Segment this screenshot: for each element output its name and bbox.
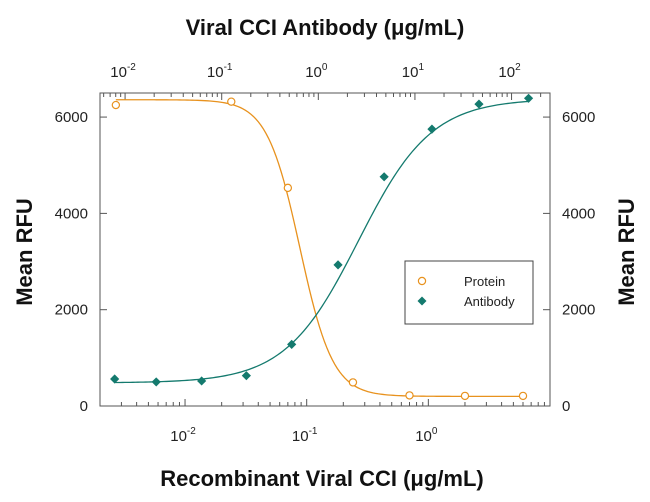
top-axis-tick-label: 10-1	[207, 62, 233, 81]
right-axis-tick-label: 6000	[562, 109, 595, 126]
bottom-axis-title: Recombinant Viral CCI (μg/mL)	[160, 466, 484, 491]
protein-data-point	[283, 183, 293, 193]
top-axis-tick-label: 100	[305, 62, 328, 81]
top-axis-tick-label: 101	[402, 62, 425, 81]
protein-data-point	[460, 391, 470, 401]
protein-data-point	[348, 378, 358, 387]
legend-protein-label: Protein	[464, 274, 505, 289]
legend-box	[404, 260, 534, 325]
left-axis-tick-label: 2000	[55, 302, 88, 319]
legend-protein-marker	[417, 276, 427, 286]
antibody-fit-curve	[114, 100, 529, 384]
protein-data-point	[227, 97, 236, 106]
left-axis-title: Mean RFU	[12, 198, 37, 306]
protein-fit-curve	[115, 99, 524, 398]
top-axis-title: Viral CCI Antibody (μg/mL)	[186, 15, 465, 40]
bottom-axis-tick-label: 100	[415, 426, 438, 445]
left-axis-tick-label: 4000	[55, 205, 88, 222]
bottom-axis-tick-label: 10-2	[170, 426, 196, 445]
antibody-data-point	[474, 99, 484, 109]
right-axis-tick-label: 4000	[562, 205, 595, 222]
antibody-data-point	[333, 260, 343, 270]
right-axis-tick-label: 0	[562, 398, 570, 415]
protein-data-point	[111, 100, 121, 110]
right-axis-title: Mean RFU	[614, 198, 639, 306]
top-axis-tick-label: 102	[498, 62, 521, 81]
left-axis-ticks: 0 2000 4000 6000	[55, 109, 107, 415]
data-markers	[110, 93, 534, 401]
antibody-data-point	[241, 371, 251, 381]
top-axis-ticks: 10-2 10-1 100 101 102	[103, 62, 542, 100]
antibody-data-point	[523, 93, 534, 103]
antibody-data-point	[287, 339, 297, 349]
left-axis-tick-label: 0	[80, 398, 88, 415]
legend-antibody-marker	[417, 296, 427, 306]
protein-data-point	[518, 391, 528, 401]
plot-frame	[99, 92, 551, 407]
antibody-data-point	[110, 374, 120, 384]
right-axis-ticks: 0 2000 4000 6000	[543, 109, 595, 415]
protein-data-point	[405, 391, 414, 400]
legend-antibody-label: Antibody	[464, 294, 515, 309]
left-axis-tick-label: 6000	[55, 109, 88, 126]
right-axis-tick-label: 2000	[562, 302, 595, 319]
bottom-axis-tick-label: 10-1	[292, 426, 318, 445]
top-axis-tick-label: 10-2	[110, 62, 136, 81]
antibody-data-point	[197, 376, 207, 386]
legend: Protein Antibody	[404, 260, 534, 325]
fit-curves	[114, 99, 529, 398]
antibody-data-point	[379, 172, 389, 182]
antibody-data-point	[151, 377, 161, 387]
antibody-data-point	[427, 124, 437, 134]
